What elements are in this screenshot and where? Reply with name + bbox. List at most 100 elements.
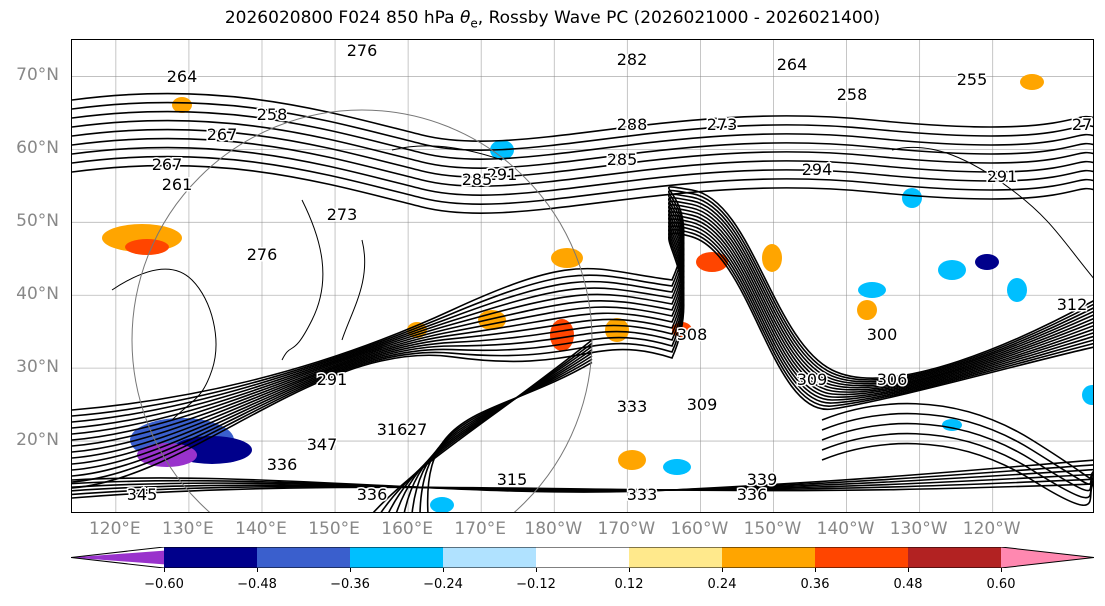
contour-line <box>419 358 593 512</box>
anomaly-patch <box>1020 74 1044 90</box>
anomaly-patch <box>762 244 782 272</box>
contour-label: 336 <box>357 485 388 504</box>
latitude-label: 60°N <box>16 138 59 159</box>
title-theta-subscript: e <box>470 16 478 31</box>
contour-label: 291 <box>987 167 1018 186</box>
colorbar-tickmark <box>257 568 258 572</box>
contour-line <box>426 361 593 512</box>
colorbar-segment <box>815 547 908 568</box>
colorbar-segment <box>443 547 536 568</box>
contour-label: 291 <box>317 370 348 389</box>
colorbar-tickmark <box>350 568 351 572</box>
colorbar-tickmark <box>908 568 909 572</box>
longitude-label: 120°W <box>962 519 1021 539</box>
longitude-label: 170°E <box>454 519 507 539</box>
colorbar-tick-label: 0.12 <box>614 577 644 592</box>
coastline <box>341 239 366 341</box>
anomaly-patch <box>125 239 169 255</box>
contour-line <box>72 92 1093 142</box>
longitude-label: 150°E <box>308 519 360 539</box>
contour-label: 276 <box>347 41 378 60</box>
anomaly-patch <box>172 97 192 113</box>
colorbar-segment <box>164 547 257 568</box>
coastline <box>281 199 324 361</box>
contour-label: 261 <box>162 175 193 194</box>
contour-label: 336 <box>267 455 298 474</box>
colorbar-segment <box>1001 547 1094 568</box>
colorbar-segment <box>629 547 722 568</box>
anomaly-patch <box>430 497 454 512</box>
colorbar-tick-label: 0.24 <box>707 577 737 592</box>
contour-line <box>72 221 1093 471</box>
contour-line <box>372 339 593 512</box>
colorbar-tick-label: 0.48 <box>893 577 923 592</box>
chart-title: 2026020800 F024 850 hPa θe, Rossby Wave … <box>0 8 1105 30</box>
longitude-label: 130°W <box>889 519 948 539</box>
contour-line <box>72 228 1093 483</box>
colorbar-tickmark <box>536 568 537 572</box>
anomaly-patch <box>942 419 962 431</box>
anomaly-patch <box>938 260 966 280</box>
coastline <box>891 146 1093 279</box>
anomaly-patch <box>975 254 999 270</box>
colorbar-tickmark <box>443 568 444 572</box>
contour-label: 312 <box>1057 295 1088 314</box>
contour-line <box>411 355 593 512</box>
contour-line <box>821 442 1093 507</box>
colorbar-tick-label: 0.60 <box>986 577 1016 592</box>
anomaly-patch <box>663 459 691 475</box>
contour-line <box>72 207 1093 447</box>
contour-label: 327 <box>397 420 428 439</box>
contour-line <box>72 218 1093 465</box>
contour-label: 309 <box>687 395 718 414</box>
contour-label: 309 <box>797 370 828 389</box>
contour-label: 288 <box>617 115 648 134</box>
longitude-label: 160°E <box>381 519 433 539</box>
contour-label: 255 <box>957 70 988 89</box>
contour-line <box>72 110 1093 160</box>
contour-label: 345 <box>127 485 158 504</box>
longitude-label: 130°E <box>162 519 214 539</box>
latitude-label: 40°N <box>16 284 59 305</box>
anomaly-patch <box>1007 278 1027 302</box>
contour-label: 258 <box>837 85 868 104</box>
colorbar-segment <box>722 547 815 568</box>
contour-line <box>72 232 1093 489</box>
anomaly-patch <box>618 450 646 470</box>
contour-line <box>380 342 593 512</box>
contour-label: 306 <box>877 370 908 389</box>
colorbar-tickmark <box>815 568 816 572</box>
colorbar-tick-label: −0.60 <box>144 577 184 592</box>
colorbar-segment <box>536 547 629 568</box>
anomaly-patch <box>605 318 629 342</box>
contour-label: 27 <box>1072 115 1092 134</box>
contour-line <box>821 402 1093 479</box>
colorbar-tickmark <box>164 568 165 572</box>
contour-label: 267 <box>152 155 183 174</box>
contour-line <box>72 483 1093 499</box>
longitude-label: 170°W <box>597 519 656 539</box>
contour-label: 282 <box>617 50 648 69</box>
colorbar-tick-label: −0.12 <box>516 577 556 592</box>
anomaly-patch <box>1082 385 1093 405</box>
colorbar-tickmark <box>629 568 630 572</box>
contour-line <box>72 214 1093 459</box>
colorbar <box>71 547 1094 568</box>
colorbar-segment <box>257 547 350 568</box>
contour-label: 333 <box>627 485 658 504</box>
contour-line <box>72 164 1093 214</box>
contour-label: 285 <box>462 170 493 189</box>
contour-label: 264 <box>777 55 808 74</box>
contour-label: 258 <box>257 105 288 124</box>
latitude-label: 50°N <box>16 211 59 232</box>
title-prefix: 2026020800 F024 850 hPa <box>224 8 460 28</box>
reference-circle <box>131 109 593 512</box>
contour-line <box>72 200 1093 435</box>
contour-label: 315 <box>497 470 528 489</box>
title-theta: θ <box>460 8 471 28</box>
contour-line <box>72 137 1093 187</box>
contour-label: 336 <box>737 485 768 504</box>
anomaly-patch <box>858 282 886 298</box>
longitude-label: 160°W <box>670 519 729 539</box>
